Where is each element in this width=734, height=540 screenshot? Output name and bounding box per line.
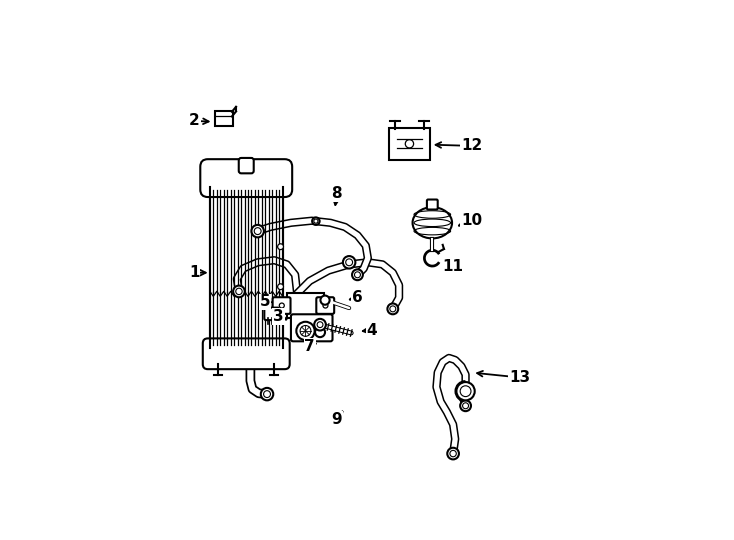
Circle shape xyxy=(450,450,457,457)
FancyBboxPatch shape xyxy=(316,297,334,314)
Circle shape xyxy=(457,382,475,400)
Circle shape xyxy=(315,327,325,337)
FancyBboxPatch shape xyxy=(203,339,290,369)
Circle shape xyxy=(297,322,315,340)
Text: 5: 5 xyxy=(259,294,270,309)
Polygon shape xyxy=(287,294,324,319)
Circle shape xyxy=(447,448,459,460)
Text: 12: 12 xyxy=(461,138,482,153)
Circle shape xyxy=(236,288,242,295)
Circle shape xyxy=(388,303,399,314)
Text: 2: 2 xyxy=(189,113,200,129)
FancyBboxPatch shape xyxy=(215,111,233,126)
Text: 13: 13 xyxy=(509,370,530,385)
Text: 4: 4 xyxy=(367,322,377,338)
Circle shape xyxy=(346,259,352,266)
Circle shape xyxy=(390,306,396,312)
Circle shape xyxy=(233,286,244,297)
FancyBboxPatch shape xyxy=(200,159,292,197)
Ellipse shape xyxy=(413,207,452,238)
Circle shape xyxy=(277,284,283,289)
FancyBboxPatch shape xyxy=(239,158,254,173)
FancyBboxPatch shape xyxy=(427,199,437,210)
Circle shape xyxy=(352,269,363,280)
Circle shape xyxy=(314,319,326,330)
FancyBboxPatch shape xyxy=(291,314,333,341)
Text: 10: 10 xyxy=(461,213,482,228)
Circle shape xyxy=(264,390,270,397)
Text: 6: 6 xyxy=(352,290,363,305)
Circle shape xyxy=(254,228,261,234)
Text: 9: 9 xyxy=(331,411,342,427)
Circle shape xyxy=(462,403,468,409)
FancyBboxPatch shape xyxy=(272,297,291,314)
Circle shape xyxy=(460,386,471,396)
Circle shape xyxy=(312,218,319,225)
Bar xyxy=(210,187,283,348)
Text: 1: 1 xyxy=(189,265,200,280)
Circle shape xyxy=(321,295,330,305)
Text: 8: 8 xyxy=(331,186,342,201)
Circle shape xyxy=(252,225,264,238)
Circle shape xyxy=(300,326,311,336)
Circle shape xyxy=(280,303,284,308)
Circle shape xyxy=(343,256,355,268)
Circle shape xyxy=(261,388,273,400)
Circle shape xyxy=(323,303,328,308)
Circle shape xyxy=(277,244,283,249)
Circle shape xyxy=(314,219,318,223)
FancyBboxPatch shape xyxy=(389,127,430,160)
Circle shape xyxy=(355,272,360,278)
FancyBboxPatch shape xyxy=(264,308,280,320)
Text: 11: 11 xyxy=(443,259,464,274)
Circle shape xyxy=(317,322,323,328)
Circle shape xyxy=(460,400,471,411)
Text: 7: 7 xyxy=(305,339,315,354)
Circle shape xyxy=(405,140,413,148)
Text: 3: 3 xyxy=(273,309,284,324)
